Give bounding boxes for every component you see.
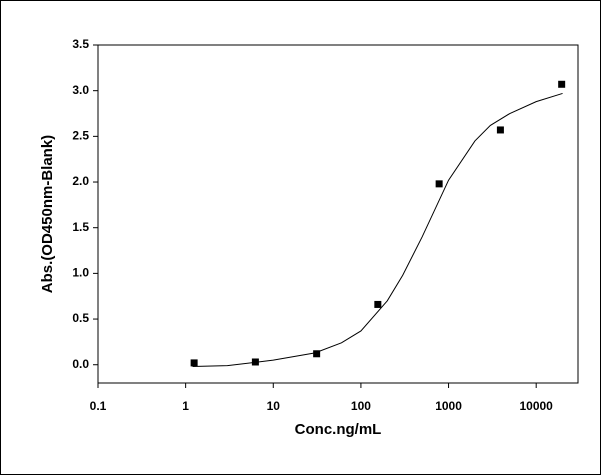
data-point bbox=[374, 300, 382, 308]
y-tick-label: 1.0 bbox=[72, 266, 89, 280]
data-point bbox=[558, 80, 566, 88]
fit-curve bbox=[192, 92, 563, 368]
data-point bbox=[313, 350, 321, 358]
y-tick-label: 3.0 bbox=[72, 83, 89, 97]
x-tick-label: 0.1 bbox=[90, 399, 107, 413]
x-tick-label: 1 bbox=[182, 399, 189, 413]
x-tick-label: 1000 bbox=[435, 399, 462, 413]
x-tick-label: 10 bbox=[267, 399, 281, 413]
y-tick-label: 2.0 bbox=[72, 174, 89, 188]
y-axis-title: Abs.(OD450nm-Blank) bbox=[39, 135, 56, 293]
x-tick-label: 10000 bbox=[519, 399, 553, 413]
x-axis-title: Conc.ng/mL bbox=[295, 421, 382, 438]
data-point bbox=[435, 180, 443, 188]
plot-frame bbox=[97, 44, 579, 384]
data-point bbox=[496, 126, 504, 134]
data-point bbox=[251, 358, 259, 366]
y-tick-label: 0.0 bbox=[72, 357, 89, 371]
y-tick-label: 3.5 bbox=[72, 37, 89, 51]
y-tick-label: 0.5 bbox=[72, 311, 89, 325]
y-tick-label: 2.5 bbox=[72, 129, 89, 143]
data-point bbox=[190, 359, 198, 367]
x-tick-label: 100 bbox=[351, 399, 371, 413]
y-tick-label: 1.5 bbox=[72, 220, 89, 234]
